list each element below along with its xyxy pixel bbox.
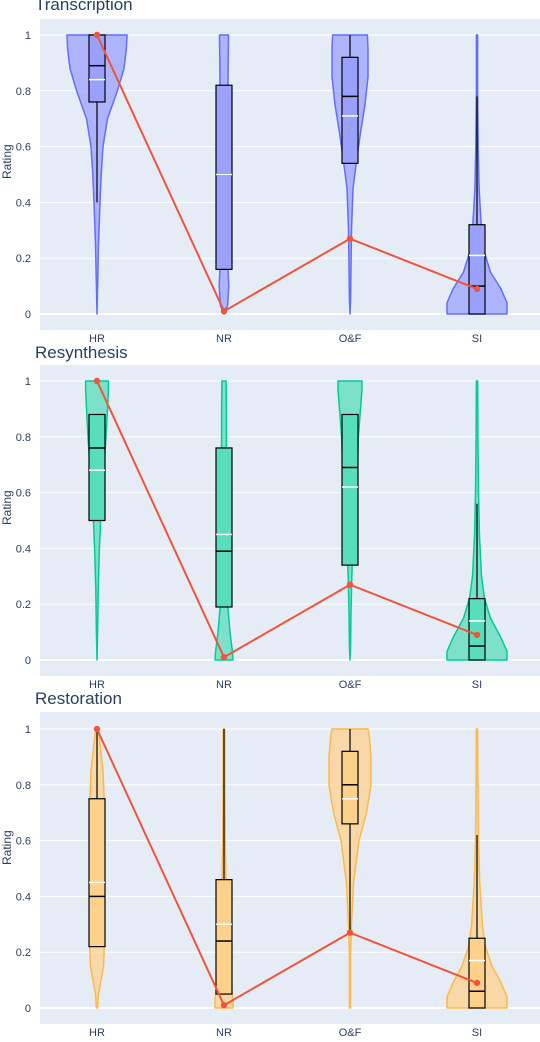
panel-title: Transcription <box>35 0 133 14</box>
chart-svg: 0 0.2 0.4 0.6 0.8 1 HR NR O&F SI <box>16 365 540 691</box>
y-tick-label: 0.6 <box>16 142 31 154</box>
box <box>468 598 486 661</box>
y-tick-label: 0.6 <box>16 836 31 848</box>
series-line <box>96 728 478 1007</box>
x-tick-label: SI <box>472 679 482 691</box>
y-tick-label: 0.8 <box>16 432 31 444</box>
y-tick-label: 0 <box>25 309 31 321</box>
line-point <box>220 654 228 661</box>
box <box>341 413 359 566</box>
x-tick-label: NR <box>216 679 232 691</box>
box <box>341 56 359 164</box>
chart-svg: 0 0.2 0.4 0.6 0.8 1 HR NR O&F SI <box>16 712 540 1039</box>
box <box>88 413 106 522</box>
box <box>88 798 106 948</box>
y-tick-label: 0.8 <box>16 86 31 98</box>
y-tick-label: 0.2 <box>16 599 31 611</box>
line-point <box>93 377 101 385</box>
y-tick-label: 1 <box>25 376 31 388</box>
x-tick-label: NR <box>216 1027 232 1039</box>
resynthesis-panel: Resynthesis Rating 0 0.2 0.4 0.6 0.8 1 HR NR O&F… <box>0 343 540 694</box>
y-tick-label: 0 <box>25 1003 31 1015</box>
x-tick-label: O&F <box>339 1027 362 1039</box>
box <box>215 447 233 608</box>
y-tick-label: 0.4 <box>16 197 31 209</box>
line-point <box>93 31 101 39</box>
box <box>215 879 233 995</box>
y-tick-label: 0.4 <box>16 891 31 903</box>
y-tick-label: 0 <box>25 655 31 667</box>
y-tick-label: 1 <box>25 724 31 736</box>
x-tick-label: SI <box>472 333 482 345</box>
box <box>468 224 486 315</box>
line-point <box>220 308 228 315</box>
restoration-panel: Restoration Rating 0 0.2 0.4 0.6 0.8 1 HR NR O&F… <box>0 689 540 1042</box>
x-tick-label: HR <box>89 333 105 345</box>
chart-svg: 0 0.2 0.4 0.6 0.8 1 HR NR O&F SI <box>16 19 540 345</box>
y-tick-label: 1 <box>25 30 31 42</box>
x-tick-label: HR <box>89 679 105 691</box>
line-point <box>473 285 481 293</box>
y-tick-label: 0.2 <box>16 253 31 265</box>
panel-title: Resynthesis <box>35 343 128 362</box>
line-point <box>220 1002 228 1009</box>
line-point <box>473 979 481 987</box>
line-point <box>346 929 354 936</box>
box <box>215 84 233 270</box>
line-point <box>473 631 481 639</box>
x-tick-label: NR <box>216 333 232 345</box>
plot-background <box>40 712 540 1024</box>
line-point <box>346 581 354 588</box>
transcription-panel: Transcription Rating 0 0.2 0.4 0.6 0.8 1 HR NR O… <box>0 0 540 348</box>
y-tick-label: 0.4 <box>16 543 31 555</box>
line-point <box>93 725 101 733</box>
plot-background <box>40 365 540 676</box>
y-tick-label: 0.8 <box>16 780 31 792</box>
y-tick-label: 0.2 <box>16 947 31 959</box>
series-line <box>96 380 478 659</box>
panel-title: Restoration <box>35 689 122 708</box>
x-tick-label: O&F <box>339 333 362 345</box>
x-tick-label: O&F <box>339 679 362 691</box>
box <box>468 937 486 1009</box>
x-tick-label: SI <box>472 1027 482 1039</box>
box <box>341 750 359 825</box>
series-line <box>96 34 478 313</box>
y-tick-label: 0.6 <box>16 488 31 500</box>
x-tick-label: HR <box>89 1027 105 1039</box>
line-point <box>346 235 354 242</box>
